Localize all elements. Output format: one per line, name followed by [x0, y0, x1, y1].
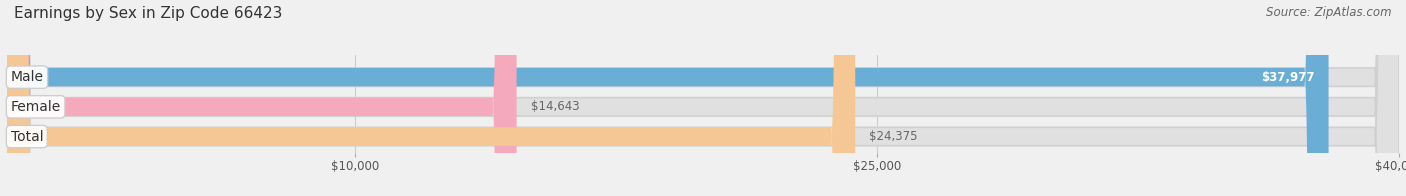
Text: $24,375: $24,375 — [869, 130, 918, 143]
Text: Total: Total — [10, 130, 44, 143]
Text: Earnings by Sex in Zip Code 66423: Earnings by Sex in Zip Code 66423 — [14, 6, 283, 21]
FancyBboxPatch shape — [7, 0, 516, 196]
FancyBboxPatch shape — [7, 0, 1399, 196]
FancyBboxPatch shape — [7, 0, 1329, 196]
Text: $14,643: $14,643 — [530, 100, 579, 113]
Text: $37,977: $37,977 — [1261, 71, 1315, 84]
FancyBboxPatch shape — [7, 0, 855, 196]
Text: Female: Female — [10, 100, 60, 114]
FancyBboxPatch shape — [7, 0, 1399, 196]
Text: Male: Male — [10, 70, 44, 84]
Text: Source: ZipAtlas.com: Source: ZipAtlas.com — [1267, 6, 1392, 19]
FancyBboxPatch shape — [7, 0, 1399, 196]
